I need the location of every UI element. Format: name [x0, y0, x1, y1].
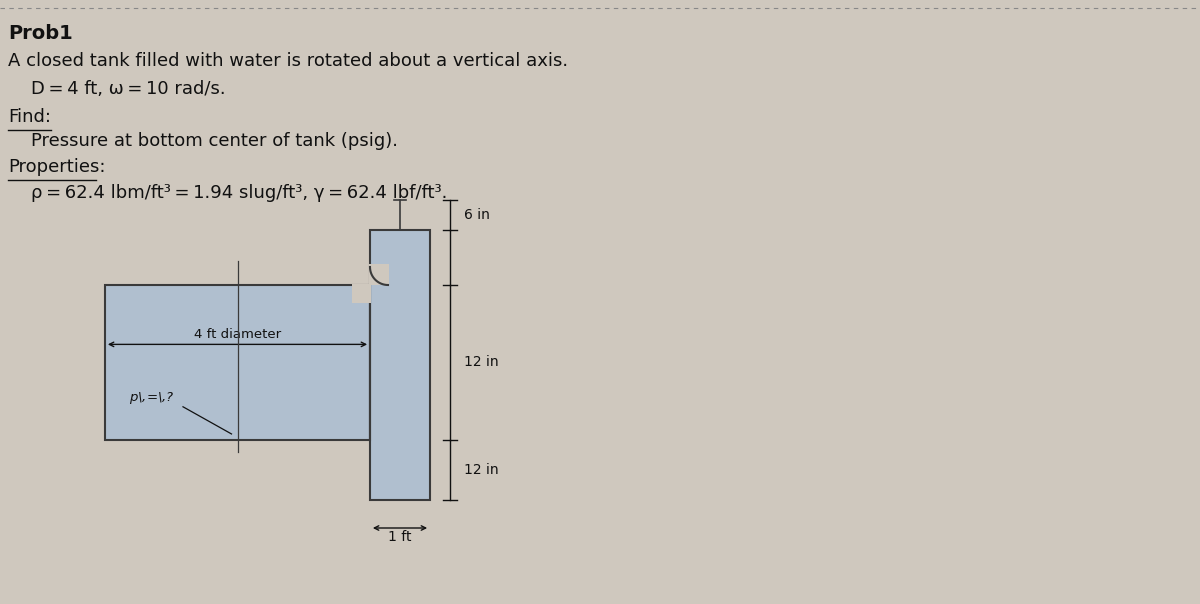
Text: ρ = 62.4 lbm/ft³ = 1.94 slug/ft³, γ = 62.4 lbf/ft³.: ρ = 62.4 lbm/ft³ = 1.94 slug/ft³, γ = 62… [8, 184, 448, 202]
Text: $p$\,=\,?: $p$\,=\,? [130, 390, 175, 406]
Text: D = 4 ft, ω = 10 rad/s.: D = 4 ft, ω = 10 rad/s. [8, 80, 226, 98]
Text: Properties:: Properties: [8, 158, 106, 176]
Bar [352, 284, 371, 303]
Text: Prob1: Prob1 [8, 24, 73, 43]
Text: 6 in: 6 in [464, 208, 491, 222]
Text: 12 in: 12 in [464, 463, 499, 477]
Text: Find:: Find: [8, 108, 50, 126]
Text: 1 ft: 1 ft [389, 530, 412, 544]
Text: 12 in: 12 in [464, 356, 499, 370]
Text: Pressure at bottom center of tank (psig).: Pressure at bottom center of tank (psig)… [8, 132, 398, 150]
Bar [370, 230, 430, 500]
Text: A closed tank filled with water is rotated about a vertical axis.: A closed tank filled with water is rotat… [8, 52, 568, 70]
Text: 4 ft diameter: 4 ft diameter [194, 329, 281, 341]
Bar [106, 285, 370, 440]
Bar [368, 264, 389, 285]
